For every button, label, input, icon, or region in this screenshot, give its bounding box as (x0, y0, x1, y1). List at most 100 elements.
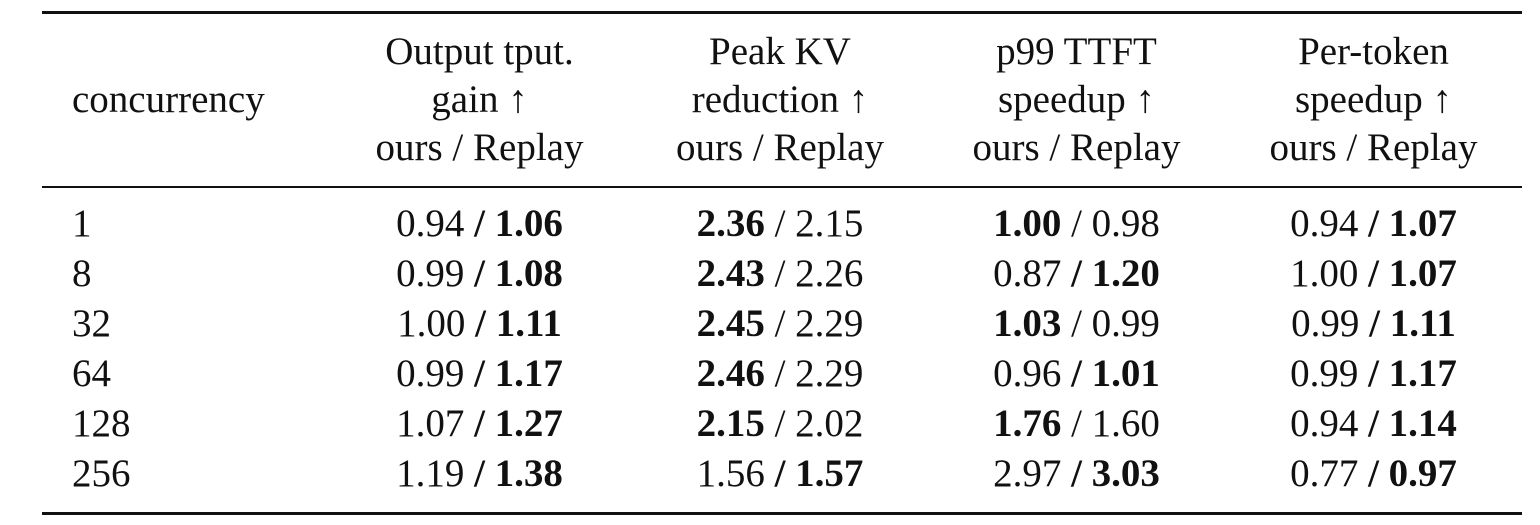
header-p99-ttft-speedup: p99 TTFT speedup ↑ ours / Replay (928, 14, 1225, 186)
value-separator: / (1061, 352, 1092, 395)
p99-ttft-speedup-cell: 0.96 / 1.01 (928, 349, 1225, 399)
p99-ttft-speedup-cell: 1.03 / 0.99 (928, 299, 1225, 349)
ours-value: 1.56 (696, 452, 765, 495)
table-row: 1 0.94 / 1.06 2.36 / 2.15 1.00 / 0.98 0.94 /… (42, 186, 1522, 249)
value-separator: / (764, 452, 796, 495)
p99-ttft-speedup-cell: 1.76 / 1.60 (928, 399, 1225, 449)
replay-value: 0.98 (1091, 202, 1160, 245)
output-throughput-gain-cell: 0.99 / 1.17 (327, 349, 632, 399)
replay-value: 1.06 (494, 202, 563, 245)
header-line: Output tput. (385, 30, 574, 73)
value-separator: / (1061, 252, 1092, 295)
peak-kv-reduction-cell: 2.45 / 2.29 (632, 299, 928, 349)
per-token-speedup-cell: 0.94 / 1.14 (1225, 399, 1522, 449)
ours-value: 1.03 (993, 302, 1062, 345)
header-line: ours / Replay (375, 126, 584, 169)
replay-value: 2.29 (795, 352, 864, 395)
value-separator: / (764, 402, 796, 445)
table-row: 64 0.99 / 1.17 2.46 / 2.29 0.96 / 1.01 0.99 … (42, 349, 1522, 399)
value-separator: / (764, 352, 796, 395)
replay-value: 2.02 (795, 402, 864, 445)
header-peak-kv-reduction: Peak KV reduction ↑ ours / Replay (632, 14, 928, 186)
ours-value: 0.99 (396, 352, 465, 395)
p99-ttft-speedup-cell: 0.87 / 1.20 (928, 249, 1225, 299)
header-row: concurrency Output tput. gain ↑ ours / R… (42, 14, 1522, 186)
concurrency-cell: 1 (72, 202, 92, 245)
table-row: 128 1.07 / 1.27 2.15 / 2.02 1.76 / 1.60 0.94… (42, 399, 1522, 449)
peak-kv-reduction-cell: 2.46 / 2.29 (632, 349, 928, 399)
concurrency-cell: 32 (72, 302, 111, 345)
per-token-speedup-cell: 1.00 / 1.07 (1225, 249, 1522, 299)
output-throughput-gain-cell: 0.99 / 1.08 (327, 249, 632, 299)
per-token-speedup-cell: 0.99 / 1.11 (1225, 299, 1522, 349)
replay-value: 2.15 (795, 202, 864, 245)
concurrency-cell: 64 (72, 352, 111, 395)
header-line: gain ↑ (431, 78, 528, 121)
concurrency-cell: 128 (72, 402, 131, 445)
output-throughput-gain-cell: 1.19 / 1.38 (327, 449, 632, 499)
ours-value: 2.45 (696, 302, 765, 345)
replay-value: 1.01 (1091, 352, 1160, 395)
replay-value: 1.57 (795, 452, 864, 495)
value-separator: / (1358, 352, 1389, 395)
ours-value: 1.76 (993, 402, 1062, 445)
replay-value: 0.99 (1091, 302, 1160, 345)
value-separator: / (1061, 202, 1092, 245)
header-line: Peak KV (709, 30, 851, 73)
value-separator: / (1359, 302, 1390, 345)
ours-value: 0.77 (1290, 452, 1359, 495)
table-row: 256 1.19 / 1.38 1.56 / 1.57 2.97 / 3.03 0.77… (42, 449, 1522, 499)
replay-value: 0.97 (1388, 452, 1457, 495)
table-header-rule (42, 186, 1522, 188)
replay-value: 1.17 (494, 352, 563, 395)
output-throughput-gain-cell: 1.00 / 1.11 (327, 299, 632, 349)
value-separator: / (1358, 452, 1389, 495)
replay-value: 1.60 (1091, 402, 1160, 445)
concurrency-cell: 8 (72, 252, 92, 295)
p99-ttft-speedup-cell: 1.00 / 0.98 (928, 186, 1225, 249)
table-header: concurrency Output tput. gain ↑ ours / R… (42, 14, 1522, 186)
results-table: concurrency Output tput. gain ↑ ours / R… (42, 14, 1522, 499)
ours-value: 2.43 (696, 252, 765, 295)
value-separator: / (1061, 302, 1092, 345)
ours-value: 2.46 (696, 352, 765, 395)
table-body: 1 0.94 / 1.06 2.36 / 2.15 1.00 / 0.98 0.94 /… (42, 186, 1522, 499)
ours-value: 0.94 (1290, 402, 1359, 445)
header-line: speedup ↑ (997, 78, 1156, 121)
value-separator: / (464, 252, 495, 295)
per-token-speedup-cell: 0.77 / 0.97 (1225, 449, 1522, 499)
ours-value: 0.99 (396, 252, 465, 295)
replay-value: 1.14 (1388, 402, 1457, 445)
per-token-speedup-cell: 0.94 / 1.07 (1225, 186, 1522, 249)
table-row: 8 0.99 / 1.08 2.43 / 2.26 0.87 / 1.20 1.00 /… (42, 249, 1522, 299)
value-separator: / (764, 302, 796, 345)
ours-value: 2.36 (696, 202, 765, 245)
value-separator: / (464, 202, 495, 245)
replay-value: 3.03 (1091, 452, 1160, 495)
replay-value: 1.20 (1091, 252, 1160, 295)
value-separator: / (764, 252, 796, 295)
header-line: ours / Replay (1269, 126, 1478, 169)
replay-value: 1.11 (495, 302, 562, 345)
value-separator: / (1061, 452, 1092, 495)
replay-value: 2.26 (795, 252, 864, 295)
replay-value: 1.27 (494, 402, 563, 445)
table-bottom-rule (42, 512, 1522, 515)
value-separator: / (764, 202, 796, 245)
header-line: speedup ↑ (1294, 78, 1453, 121)
replay-value: 1.17 (1388, 352, 1457, 395)
peak-kv-reduction-cell: 2.15 / 2.02 (632, 399, 928, 449)
value-separator: / (1358, 202, 1389, 245)
value-separator: / (464, 352, 495, 395)
value-separator: / (1358, 252, 1389, 295)
p99-ttft-speedup-cell: 2.97 / 3.03 (928, 449, 1225, 499)
replay-value: 1.38 (494, 452, 563, 495)
ours-value: 0.96 (993, 352, 1062, 395)
ours-value: 1.00 (1290, 252, 1359, 295)
concurrency-cell: 256 (72, 452, 131, 495)
value-separator: / (464, 402, 495, 445)
header-line: p99 TTFT (996, 30, 1157, 73)
header-concurrency: concurrency (72, 78, 265, 121)
per-token-speedup-cell: 0.99 / 1.17 (1225, 349, 1522, 399)
header-line: ours / Replay (972, 126, 1181, 169)
